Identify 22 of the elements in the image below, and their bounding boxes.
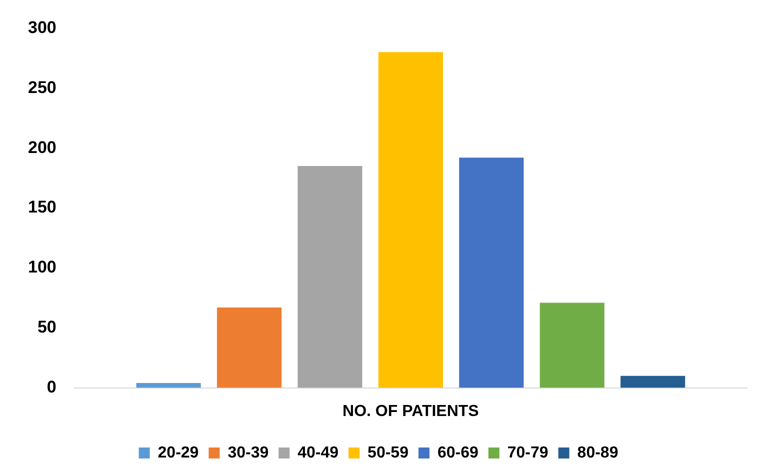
legend-label: 20-29: [158, 444, 199, 462]
legend-label: 50-59: [368, 444, 409, 462]
y-tick-label: 0: [46, 377, 56, 396]
y-tick-label: 50: [37, 318, 56, 337]
y-tick-label: 150: [28, 198, 56, 217]
bar: [459, 158, 524, 388]
x-tick-label: NO. OF PATIENTS: [342, 402, 480, 420]
legend-label: 30-39: [228, 444, 269, 462]
y-tick-label: 300: [28, 18, 56, 37]
bar: [540, 302, 604, 388]
legend-label: 40-49: [298, 444, 339, 462]
legend-label: 70-79: [507, 444, 548, 462]
legend-label: 80-89: [577, 444, 618, 462]
bar: [378, 52, 443, 388]
bar: [216, 307, 282, 388]
y-tick-label: 250: [28, 78, 56, 97]
y-tick-label: 200: [28, 138, 56, 157]
legend-label: 60-69: [437, 444, 478, 462]
bar: [620, 376, 686, 388]
bar: [136, 383, 201, 388]
bar: [298, 166, 362, 388]
y-tick-label: 100: [28, 258, 56, 277]
